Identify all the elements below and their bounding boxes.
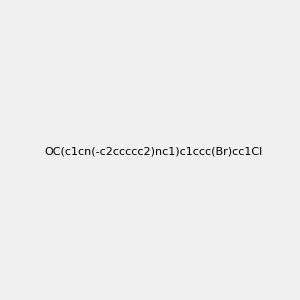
Text: OC(c1cn(-c2ccccc2)nc1)c1ccc(Br)cc1Cl: OC(c1cn(-c2ccccc2)nc1)c1ccc(Br)cc1Cl	[45, 146, 263, 157]
